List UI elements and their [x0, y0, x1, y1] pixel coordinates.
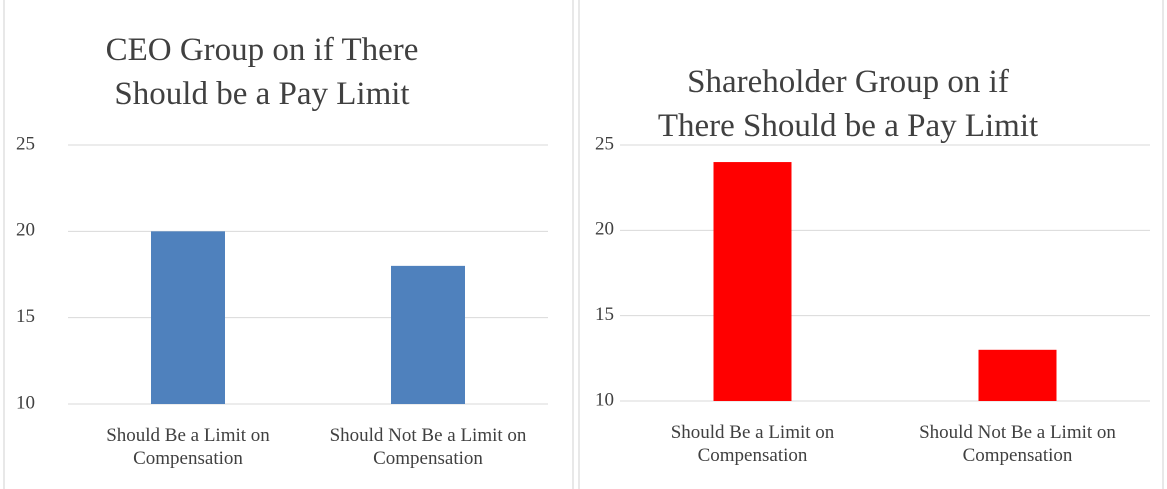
chart-title: Shareholder Group on if There Should be …: [657, 64, 1039, 144]
y-tick-label: 10: [595, 389, 614, 410]
y-tick-label: 25: [595, 133, 614, 154]
bar: [151, 231, 225, 404]
y-tick-label: 20: [595, 219, 614, 240]
y-tick-label: 20: [16, 220, 35, 241]
x-tick-label: Should Not Be a Limit on Compensation: [329, 425, 527, 469]
bar: [391, 265, 465, 404]
y-tick-label: 15: [16, 306, 35, 327]
x-tick-label: Should Be a Limit on Compensation: [106, 425, 270, 469]
y-tick-label: 15: [595, 304, 614, 325]
y-tick-label: 25: [16, 133, 35, 154]
x-tick-label: Should Not Be a Limit on Compensation: [919, 422, 1116, 466]
x-tick-label: Should Be a Limit on Compensation: [670, 422, 835, 466]
y-tick-label: 10: [16, 392, 35, 413]
bar: [713, 162, 792, 401]
bar: [978, 349, 1057, 401]
chart-title: CEO Group on if There Should be a Pay Li…: [105, 32, 419, 112]
